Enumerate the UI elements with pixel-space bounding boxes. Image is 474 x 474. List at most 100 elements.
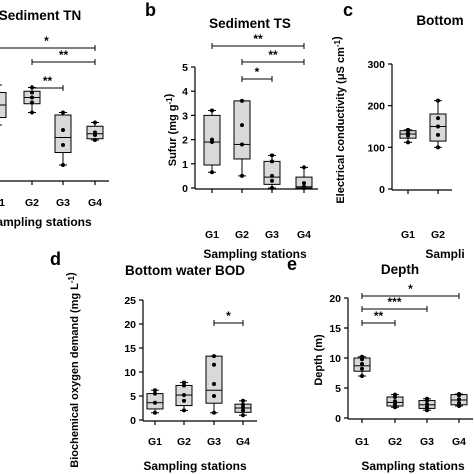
box-G1 (203, 108, 221, 175)
y-tick-label: 0 (335, 413, 341, 425)
x-tick-label: G1 (0, 197, 5, 209)
significance-label: * (226, 309, 231, 323)
data-point (182, 393, 186, 398)
data-point (457, 401, 461, 405)
data-point (30, 110, 34, 115)
box-iqr (54, 114, 72, 153)
x-tick-label: G2 (25, 197, 39, 209)
data-point (436, 145, 440, 150)
data-point (425, 396, 429, 401)
data-point (153, 400, 157, 405)
data-point (360, 366, 364, 371)
data-point (270, 153, 274, 158)
significance-label: * (408, 282, 413, 296)
x-tick-label: G4 (297, 229, 311, 241)
data-point (406, 130, 410, 135)
data-point (270, 178, 274, 183)
y-tick-label: 20 (124, 319, 136, 331)
x-tick-label: G1 (401, 229, 415, 241)
y-tick-label: 5 (335, 383, 341, 395)
box-G2 (386, 392, 404, 410)
y-tick-label: 0 (130, 415, 136, 427)
data-point (360, 354, 364, 359)
data-point (153, 410, 157, 415)
data-point (93, 120, 97, 125)
y-axis-label: Electrical conductivity (μS cm-1) (331, 36, 347, 204)
data-point (457, 404, 461, 408)
data-point (457, 397, 461, 402)
data-point (210, 108, 214, 113)
box-G1 (399, 127, 417, 145)
data-point (302, 165, 306, 170)
significance-label: ** (268, 48, 278, 62)
data-point (406, 140, 410, 145)
y-tick-label: 1 (182, 159, 188, 171)
data-point (436, 98, 440, 103)
y-tick-label: 15 (329, 323, 341, 335)
panel-a: Sediment TNG1G2G3G4*****Sampling station… (0, 8, 109, 229)
x-tick-label: G1 (205, 229, 219, 241)
data-point (212, 362, 216, 367)
data-point (270, 173, 274, 178)
data-point (212, 354, 216, 359)
y-tick-label: 10 (124, 367, 136, 379)
panel-b: b Sediment TS 0 1 2 3 4 5 Sufur (mg g-1) G1 G2 G3 G4… (145, 0, 318, 261)
y-tick-label: 3 (182, 110, 188, 122)
data-point (210, 137, 214, 142)
y-tick-label: 25 (124, 295, 136, 307)
data-point (393, 402, 397, 407)
data-point (393, 399, 397, 404)
significance-label: ** (43, 74, 53, 88)
significance-label: ** (374, 309, 384, 323)
data-point (61, 143, 65, 147)
significance-label: * (44, 34, 49, 48)
x-tick-label: G2 (177, 436, 191, 448)
y-tick-label: 15 (124, 343, 136, 355)
x-tick-label: G4 (452, 436, 466, 448)
significance-label: ** (59, 48, 69, 62)
panel-title: Bottom (416, 13, 463, 28)
data-point (93, 138, 97, 142)
data-point (241, 398, 245, 403)
box-iqr (233, 100, 251, 160)
x-tick-label: G4 (236, 436, 250, 448)
data-point (241, 402, 245, 407)
data-point (240, 173, 244, 178)
panel-letter: c (343, 0, 353, 20)
data-point (93, 130, 97, 135)
box-G3 (54, 110, 72, 167)
x-tick-label: G3 (56, 197, 70, 209)
panel-title: Bottom water BOD (125, 263, 245, 278)
x-tick-label: G4 (88, 197, 102, 209)
box-G4 (234, 398, 252, 418)
data-point (425, 408, 429, 413)
data-point (393, 392, 397, 397)
data-point (270, 186, 274, 190)
panel-title: Sediment TN (0, 8, 81, 23)
y-tick-label: 300 (367, 59, 385, 71)
x-tick-label: G2 (235, 229, 249, 241)
panel-letter: d (50, 249, 61, 269)
x-axis-label: Sampli (425, 247, 464, 261)
y-tick-label: 20 (329, 293, 341, 305)
data-point (425, 402, 429, 407)
data-point (182, 380, 186, 385)
y-tick-label: 10 (329, 353, 341, 365)
data-point (210, 170, 214, 175)
data-point (30, 95, 34, 100)
data-point (212, 382, 216, 386)
y-tick-label: 200 (367, 101, 385, 113)
data-point (302, 184, 306, 189)
x-tick-label: G3 (207, 436, 221, 448)
panel-c: c Bottom 0 100 200 300 Electrical conductivity… (331, 0, 465, 261)
box-G2 (175, 380, 193, 413)
data-point (406, 133, 410, 138)
box-G1 (0, 84, 7, 126)
data-point (241, 408, 245, 413)
x-axis-label: Sampling stations (143, 459, 247, 473)
y-axis-label: Sufur (mg g-1) (163, 93, 179, 166)
data-point (406, 127, 410, 132)
box-G3 (205, 354, 223, 415)
significance-label: *** (387, 295, 401, 309)
